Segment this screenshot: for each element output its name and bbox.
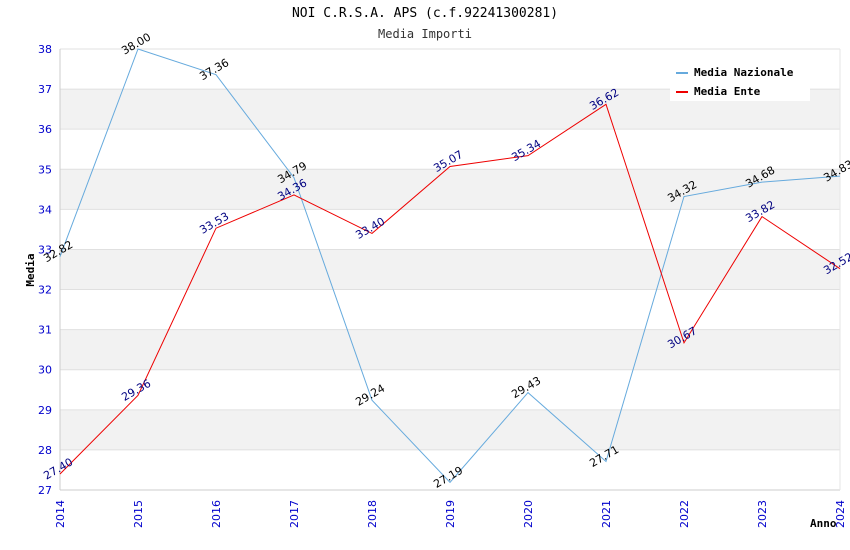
x-tick-label: 2016 [210,500,223,528]
x-tick-label: 2018 [366,500,379,528]
y-tick-label: 27 [38,484,52,497]
y-tick-label: 30 [38,364,52,377]
grid-band [60,249,840,290]
legend-box [670,61,810,101]
y-tick-label: 36 [38,123,52,136]
x-tick-label: 2015 [132,500,145,528]
x-tick-label: 2017 [288,500,301,528]
x-tick-label: 2020 [522,500,535,528]
y-tick-label: 31 [38,324,52,337]
grid-band [60,409,840,450]
x-axis-label: Anno [810,517,837,530]
y-tick-label: 29 [38,404,52,417]
y-tick-label: 32 [38,284,52,297]
x-tick-labels: 2014 2015 2016 2017 2018 2019 2020 2021 2022 2023… [54,500,847,528]
y-tick-label: 37 [38,83,52,96]
y-tick-label: 33 [38,243,52,256]
data-label: 27.40 [41,455,75,482]
data-label: 29.24 [353,382,387,409]
x-tick-label: 2024 [834,500,847,528]
x-tick-label: 2021 [600,500,613,528]
legend-label: Media Ente [694,85,761,98]
x-tick-label: 2022 [678,500,691,528]
x-tick-label: 2014 [54,500,67,528]
y-tick-label: 35 [38,163,52,176]
axes [59,49,841,491]
data-label: 37.36 [197,56,231,83]
x-tick-label: 2019 [444,500,457,528]
chart-subtitle: Media Importi [378,27,472,41]
legend-label: Media Nazionale [694,66,794,79]
data-label: 29.36 [119,377,153,404]
y-axis-label: Media [24,253,37,286]
series-line-2 [59,103,841,475]
grid-band [60,329,840,370]
y-tick-label: 34 [38,203,52,216]
grid-band [60,169,840,210]
legend: Media Nazionale Media Ente [670,61,810,101]
grid-bands [60,89,840,450]
chart-title: NOI C.R.S.A. APS (c.f.92241300281) [291,6,559,21]
data-label: 29.43 [509,374,543,401]
x-tick-label: 2023 [756,500,769,528]
y-tick-label: 28 [38,444,52,457]
data-label: 35.34 [509,137,543,164]
series-line-1 [59,48,841,484]
y-tick-label: 38 [38,43,52,56]
series-lines [59,48,841,484]
data-label: 33.40 [353,215,387,242]
y-tick-labels: 27 28 29 30 31 32 33 34 35 36 37 38 [38,43,52,497]
